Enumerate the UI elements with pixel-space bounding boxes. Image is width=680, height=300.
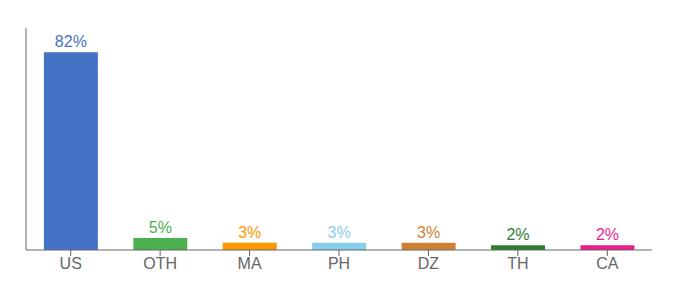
- svg-text:3%: 3%: [328, 224, 351, 241]
- svg-text:TH: TH: [507, 255, 528, 272]
- svg-text:3%: 3%: [417, 224, 440, 241]
- svg-text:PH: PH: [328, 255, 350, 272]
- svg-text:CA: CA: [596, 255, 619, 272]
- svg-text:82%: 82%: [55, 33, 87, 50]
- svg-text:5%: 5%: [149, 219, 172, 236]
- svg-text:MA: MA: [238, 255, 262, 272]
- svg-text:3%: 3%: [238, 224, 261, 241]
- svg-text:DZ: DZ: [418, 255, 440, 272]
- svg-text:2%: 2%: [596, 226, 619, 243]
- svg-text:OTH: OTH: [143, 255, 177, 272]
- svg-text:2%: 2%: [506, 226, 529, 243]
- svg-text:US: US: [60, 255, 82, 272]
